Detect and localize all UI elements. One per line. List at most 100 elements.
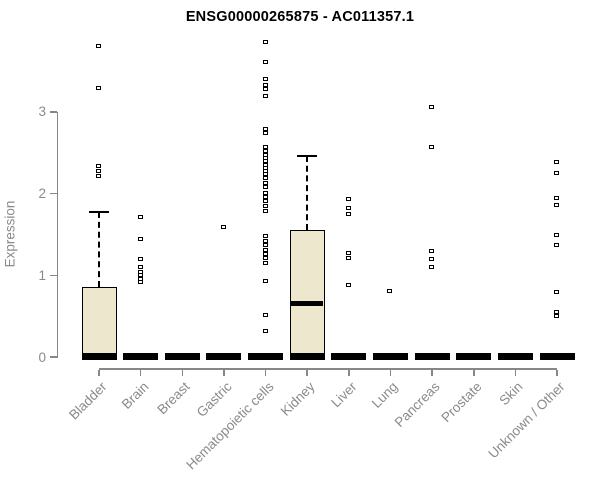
whisker-cap bbox=[297, 155, 318, 158]
y-axis-line bbox=[56, 111, 58, 359]
zero-median-bar bbox=[289, 353, 325, 360]
outlier-point bbox=[262, 87, 268, 92]
outlier-point bbox=[554, 203, 560, 208]
x-axis-tick bbox=[264, 369, 267, 376]
outlier-point bbox=[262, 242, 268, 247]
x-axis-tick bbox=[223, 369, 225, 376]
outlier-point bbox=[262, 152, 268, 157]
whisker-line bbox=[306, 156, 309, 231]
zero-median-bar bbox=[206, 353, 242, 360]
y-axis-tick-label: 0 bbox=[38, 349, 46, 365]
outlier-point bbox=[96, 174, 101, 178]
outlier-point bbox=[262, 127, 268, 132]
x-axis-tick bbox=[473, 369, 475, 376]
y-axis-tick bbox=[50, 274, 57, 277]
y-axis-tick bbox=[50, 111, 57, 113]
outlier-point bbox=[137, 269, 143, 274]
outlier-point bbox=[137, 236, 143, 241]
outlier-point bbox=[137, 257, 143, 262]
zero-median-bar bbox=[123, 353, 159, 360]
outlier-point bbox=[262, 93, 268, 98]
x-axis-tick bbox=[306, 369, 308, 376]
x-axis-line bbox=[99, 368, 558, 370]
zero-median-bar bbox=[331, 353, 367, 360]
outlier-point bbox=[345, 256, 351, 261]
zero-median-bar bbox=[81, 353, 117, 360]
outlier-point bbox=[262, 209, 268, 214]
zero-median-bar bbox=[539, 353, 575, 360]
outlier-point bbox=[96, 44, 101, 49]
outlier-point bbox=[262, 185, 268, 190]
outlier-point bbox=[429, 257, 435, 262]
outlier-point bbox=[262, 247, 268, 252]
outlier-point bbox=[262, 279, 268, 284]
chart-title: ENSG00000265875 - AC011357.1 bbox=[185, 9, 415, 25]
outlier-point bbox=[345, 250, 351, 255]
box-rect bbox=[81, 286, 117, 357]
zero-median-bar bbox=[164, 353, 200, 360]
outlier-point bbox=[137, 214, 143, 219]
x-axis-tick bbox=[389, 369, 392, 376]
outlier-point bbox=[96, 164, 101, 169]
outlier-point bbox=[220, 225, 226, 230]
y-axis-tick-label: 2 bbox=[38, 186, 46, 202]
outlier-point bbox=[345, 211, 351, 216]
outlier-point bbox=[96, 169, 101, 174]
outlier-point bbox=[345, 282, 351, 287]
outlier-point bbox=[262, 199, 268, 204]
outlier-point bbox=[554, 196, 560, 201]
y-axis-tick-label: 1 bbox=[38, 267, 46, 283]
outlier-point bbox=[429, 144, 435, 149]
y-axis-tick bbox=[50, 356, 57, 358]
outlier-point bbox=[262, 260, 268, 265]
outlier-point bbox=[262, 329, 268, 334]
outlier-point bbox=[262, 180, 268, 185]
x-axis-tick bbox=[348, 369, 350, 376]
whisker-line bbox=[98, 211, 100, 287]
outlier-point bbox=[262, 82, 268, 87]
outlier-point bbox=[96, 85, 101, 90]
outlier-point bbox=[429, 249, 435, 254]
outlier-point bbox=[554, 243, 560, 248]
box-rect bbox=[289, 230, 325, 356]
outlier-point bbox=[262, 191, 268, 196]
median-line bbox=[291, 300, 324, 306]
outlier-point bbox=[345, 196, 351, 201]
x-axis-tick bbox=[431, 369, 433, 376]
outlier-point bbox=[262, 145, 268, 150]
y-axis-tick-label: 3 bbox=[38, 104, 46, 120]
outlier-point bbox=[554, 232, 560, 237]
outlier-point bbox=[262, 312, 268, 317]
outlier-point bbox=[262, 195, 268, 200]
x-axis-tick bbox=[181, 369, 184, 376]
zero-median-bar bbox=[497, 353, 533, 360]
outlier-point bbox=[554, 309, 560, 314]
outlier-point bbox=[137, 265, 143, 270]
outlier-point bbox=[554, 289, 560, 294]
outlier-point bbox=[262, 251, 268, 256]
outlier-point bbox=[262, 255, 268, 260]
outlier-point bbox=[429, 264, 435, 269]
x-axis-tick bbox=[139, 369, 142, 376]
outlier-point bbox=[262, 204, 268, 209]
outlier-point bbox=[387, 289, 393, 294]
whisker-cap bbox=[89, 210, 109, 213]
zero-median-bar bbox=[248, 353, 284, 360]
outlier-point bbox=[554, 170, 560, 175]
zero-median-bar bbox=[414, 353, 450, 360]
outlier-point bbox=[345, 205, 351, 210]
x-axis-tick bbox=[98, 369, 100, 376]
outlier-point bbox=[262, 60, 268, 65]
outlier-point bbox=[262, 238, 268, 243]
outlier-point bbox=[429, 104, 435, 109]
x-axis-tick bbox=[556, 369, 558, 376]
outlier-point bbox=[137, 276, 143, 281]
outlier-point bbox=[262, 234, 268, 239]
outlier-point bbox=[554, 313, 560, 318]
outlier-point bbox=[554, 160, 560, 165]
outlier-point bbox=[262, 40, 268, 45]
x-axis-tick bbox=[514, 369, 517, 376]
y-axis-tick bbox=[50, 192, 57, 195]
